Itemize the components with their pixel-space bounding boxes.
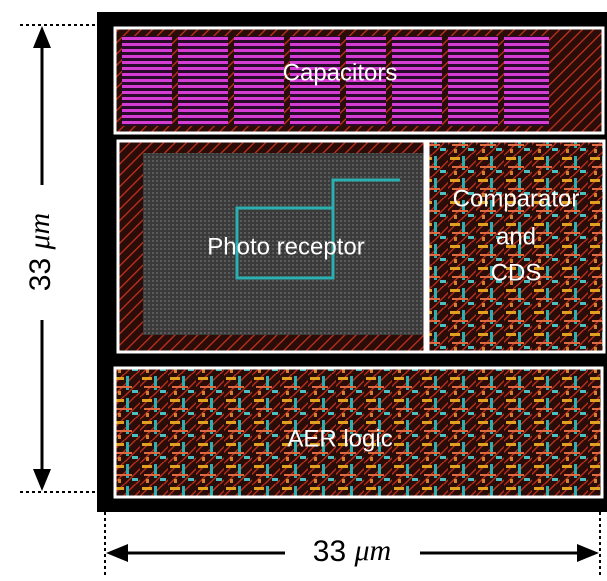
dimension-unit: μm	[23, 213, 56, 251]
dimension-label: 33 μm	[23, 213, 57, 291]
layout-figure: Capacitors Photo receptor Comparator and…	[0, 0, 607, 581]
dimension-value: 33	[24, 258, 57, 291]
block-label: and	[496, 223, 536, 250]
dimension-unit: μm	[353, 534, 391, 567]
block-label: Comparator	[453, 185, 580, 212]
dimension-value: 33	[313, 535, 346, 568]
block-label: AER logic	[287, 425, 392, 452]
block-label: Capacitors	[283, 59, 398, 86]
block-label: CDS	[491, 259, 542, 286]
block-label: Photo receptor	[207, 233, 364, 260]
dimension-label: 33 μm	[313, 534, 391, 568]
